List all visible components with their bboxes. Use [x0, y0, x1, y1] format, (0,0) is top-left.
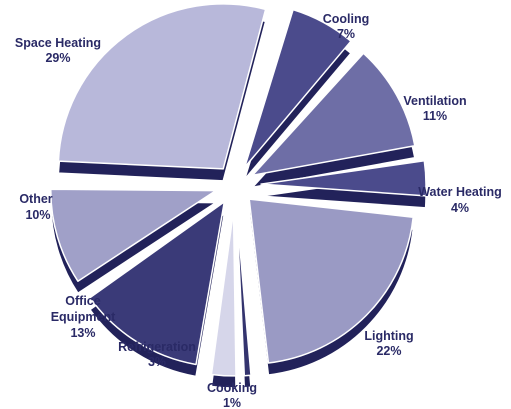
value-cooking: 1%: [223, 396, 241, 409]
slice-cooking: [235, 210, 252, 377]
value-other: 10%: [25, 208, 50, 222]
label-space-heating: Space Heating: [15, 36, 101, 50]
label-office-equipment-line1: Office: [65, 294, 100, 308]
value-water-heating: 4%: [451, 201, 469, 215]
slice-space-heating: [57, 3, 267, 170]
slice-cooling: [243, 8, 352, 169]
slice-layer: [50, 3, 427, 389]
slice-water-heating: [260, 160, 427, 197]
slice-lighting: [248, 198, 414, 364]
label-cooking: Cooking: [207, 381, 257, 395]
label-ventilation: Ventilation: [403, 94, 466, 108]
label-office-equipment-line2: Equipment: [51, 310, 116, 324]
value-office-equipment: 13%: [70, 326, 95, 340]
label-refrigeration: Refrigeration: [118, 340, 196, 354]
slice-other: [50, 188, 217, 282]
value-space-heating: 29%: [45, 51, 70, 65]
slice-refrigeration: [210, 210, 237, 377]
value-ventilation: 11%: [423, 109, 447, 123]
value-refrigeration: 3%: [148, 355, 166, 369]
label-water-heating: Water Heating: [418, 185, 502, 199]
slice-office-equipment: [89, 201, 226, 366]
slice-ventilation: [251, 52, 416, 177]
label-other: Other: [19, 192, 52, 206]
label-lighting: Lighting: [364, 329, 413, 343]
value-cooling: 7%: [337, 27, 355, 41]
label-cooling: Cooling: [323, 12, 370, 26]
value-lighting: 22%: [376, 344, 401, 358]
